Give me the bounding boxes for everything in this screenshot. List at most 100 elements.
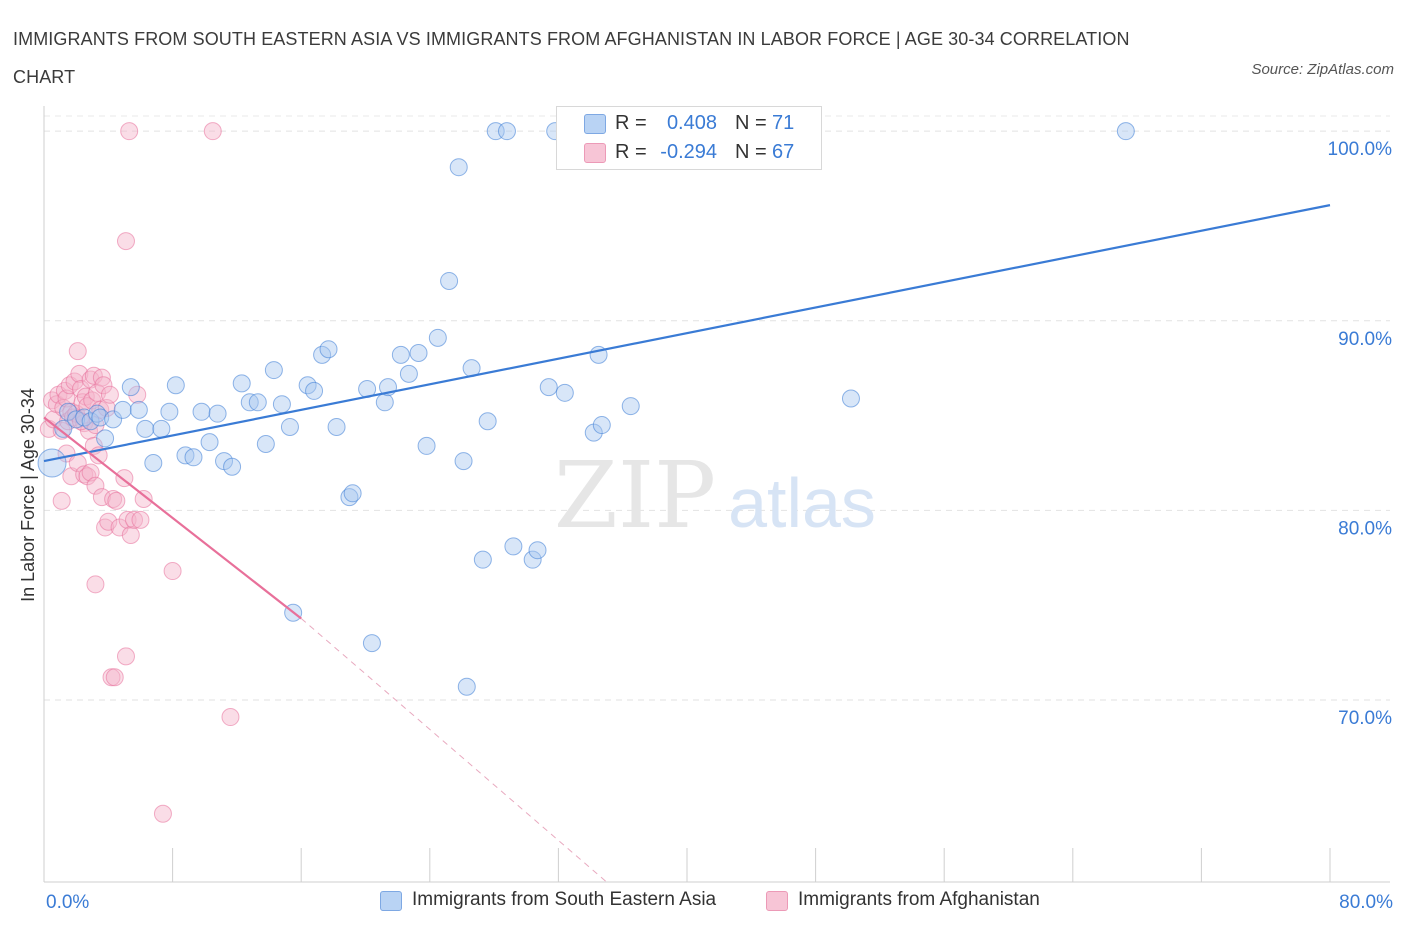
data-point-afghanistan	[75, 465, 94, 484]
watermark-zip: ZIP	[554, 442, 716, 549]
legend-label: Immigrants from Afghanistan	[798, 889, 1040, 910]
data-point-afghanistan	[52, 491, 71, 510]
data-point-afghanistan	[96, 518, 115, 537]
data-point-afghanistan	[105, 668, 124, 687]
trendline-afghanistan	[43, 416, 302, 620]
n-label: N =	[735, 112, 767, 134]
r-value: -0.294	[660, 141, 717, 163]
r-label: R =	[615, 112, 647, 134]
data-point-south-eastern-asia	[208, 404, 227, 423]
correlation-legend: R = 0.408 N = 71 R = -0.294 N = 67	[556, 106, 822, 170]
data-point-afghanistan	[134, 490, 153, 508]
data-point-afghanistan	[116, 647, 135, 666]
data-point-afghanistan	[153, 804, 172, 823]
watermark: ZIP atlas	[554, 442, 876, 549]
r-value: 0.408	[666, 112, 717, 134]
data-point-south-eastern-asia	[272, 395, 291, 414]
data-point-south-eastern-asia	[473, 550, 492, 569]
data-point-afghanistan	[163, 562, 182, 581]
data-point-south-eastern-asia	[327, 417, 346, 436]
data-point-south-eastern-asia	[391, 345, 410, 364]
data-point-south-eastern-asia	[621, 397, 640, 416]
data-point-south-eastern-asia	[248, 393, 267, 412]
data-point-afghanistan	[70, 364, 89, 383]
data-point-south-eastern-asia	[841, 389, 860, 408]
data-point-south-eastern-asia	[136, 419, 155, 438]
data-point-south-eastern-asia	[478, 412, 497, 431]
data-point-south-eastern-asia	[504, 537, 523, 556]
data-point-south-eastern-asia	[497, 122, 516, 141]
n-value: 67	[772, 141, 795, 163]
data-point-south-eastern-asia	[232, 374, 251, 393]
legend-row-afghanistan: R = -0.294 N = 67	[557, 139, 821, 167]
data-point-south-eastern-asia	[152, 419, 171, 438]
data-point-south-eastern-asia	[81, 412, 100, 431]
trendline-afghanistan-extension	[300, 618, 607, 883]
data-point-south-eastern-asia	[37, 448, 67, 478]
watermark-atlas: atlas	[728, 464, 876, 542]
data-point-afghanistan	[92, 368, 111, 387]
n-label: N =	[735, 141, 767, 163]
data-point-south-eastern-asia	[409, 344, 428, 363]
data-point-afghanistan	[121, 526, 140, 545]
data-point-afghanistan	[86, 476, 105, 495]
data-point-south-eastern-asia	[375, 393, 394, 412]
x-tick-label: 0.0%	[46, 892, 89, 913]
data-point-afghanistan	[92, 488, 111, 507]
data-point-afghanistan	[203, 122, 222, 141]
data-point-afghanistan	[100, 385, 119, 404]
data-point-south-eastern-asia	[343, 484, 362, 503]
data-point-south-eastern-asia	[144, 453, 163, 472]
y-tick-label: 80.0%	[1338, 518, 1392, 539]
data-point-south-eastern-asia	[223, 457, 242, 476]
y-tick-label: 70.0%	[1338, 708, 1392, 729]
data-point-afghanistan	[55, 381, 74, 400]
legend-swatch-blue	[584, 114, 606, 134]
legend-swatch-blue	[380, 891, 402, 911]
data-point-south-eastern-asia	[592, 416, 611, 435]
data-point-south-eastern-asia	[417, 436, 436, 455]
data-point-afghanistan	[107, 491, 126, 510]
data-point-afghanistan	[68, 342, 87, 361]
data-point-south-eastern-asia	[428, 328, 447, 347]
data-point-south-eastern-asia	[121, 378, 140, 397]
data-point-afghanistan	[118, 510, 137, 529]
data-point-south-eastern-asia	[362, 634, 381, 653]
data-point-south-eastern-asia	[192, 402, 211, 421]
data-point-south-eastern-asia	[280, 417, 299, 436]
points-south-eastern-asia	[37, 122, 1135, 696]
data-point-south-eastern-asia	[160, 402, 179, 421]
data-point-south-eastern-asia	[555, 383, 574, 402]
trendline-south-eastern-asia	[43, 204, 1331, 463]
data-point-afghanistan	[116, 232, 135, 251]
chart-title: IMMIGRANTS FROM SOUTH EASTERN ASIA VS IM…	[13, 29, 1130, 87]
data-point-south-eastern-asia	[457, 677, 476, 696]
data-point-south-eastern-asia	[319, 340, 338, 359]
data-point-afghanistan	[81, 463, 100, 482]
tick-labels: 100.0% 90.0% 80.0% 70.0% 0.0% 80.0%	[46, 139, 1393, 913]
y-axis-label: In Labor Force | Age 30-34	[18, 388, 38, 602]
y-tick-label: 90.0%	[1338, 329, 1392, 350]
data-point-south-eastern-asia	[200, 433, 219, 452]
data-point-south-eastern-asia	[54, 419, 73, 438]
data-point-afghanistan	[104, 490, 123, 508]
data-point-south-eastern-asia	[528, 541, 547, 560]
data-point-south-eastern-asia	[166, 376, 185, 395]
data-point-afghanistan	[99, 512, 118, 531]
data-point-south-eastern-asia	[104, 410, 123, 429]
r-label: R =	[615, 141, 647, 163]
data-point-south-eastern-asia	[96, 429, 115, 448]
data-point-south-eastern-asia	[305, 381, 324, 400]
data-point-afghanistan	[94, 376, 113, 395]
y-tick-label: 100.0%	[1328, 139, 1393, 160]
legend-swatch-pink	[766, 891, 788, 911]
data-point-south-eastern-asia	[440, 271, 459, 290]
data-point-south-eastern-asia	[264, 361, 283, 380]
data-point-south-eastern-asia	[113, 400, 132, 419]
data-point-south-eastern-asia	[256, 435, 275, 454]
data-point-south-eastern-asia	[399, 364, 418, 383]
n-value: 71	[772, 112, 795, 134]
x-tick-label: 80.0%	[1339, 892, 1393, 913]
data-point-afghanistan	[97, 398, 116, 417]
